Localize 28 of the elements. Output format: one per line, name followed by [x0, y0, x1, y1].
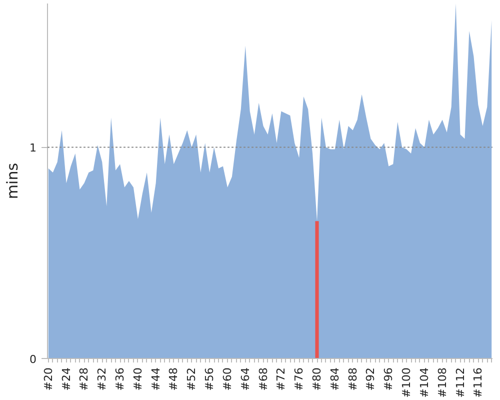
- x-tick-label: #48: [167, 367, 180, 391]
- x-tick-label: #64: [238, 367, 252, 391]
- x-tick-label: #24: [60, 367, 73, 391]
- x-tick-label: #28: [78, 367, 91, 391]
- x-tick-label: #44: [149, 367, 162, 391]
- x-tick-label: #36: [114, 367, 127, 391]
- x-tick-label: #68: [256, 367, 270, 391]
- y-tick-label: 0: [30, 353, 36, 366]
- x-tick-label: #56: [203, 367, 216, 391]
- x-tick-label: #80: [310, 367, 324, 391]
- x-tick-label: #52: [185, 367, 198, 391]
- x-tick-label: #92: [364, 367, 378, 391]
- x-tick-label: #40: [131, 367, 144, 391]
- x-tick-label: #20: [42, 367, 55, 391]
- x-tick-label: #76: [292, 367, 306, 391]
- x-tick-label: #96: [382, 367, 396, 391]
- x-tick-label: #72: [274, 367, 288, 391]
- y-tick-label: 1: [30, 142, 36, 155]
- y-axis-title: mins: [4, 162, 22, 200]
- x-tick-label: #116: [472, 367, 485, 398]
- x-tick-label: #88: [346, 367, 360, 391]
- x-tick-label: #84: [328, 367, 342, 391]
- x-tick-label: #112: [454, 367, 467, 398]
- x-tick-label: #108: [436, 367, 449, 398]
- x-tick-label: #32: [96, 367, 109, 391]
- x-tick-label: #60: [220, 367, 234, 391]
- x-tick-label: #100: [400, 367, 414, 398]
- x-tick-label: #104: [418, 367, 431, 398]
